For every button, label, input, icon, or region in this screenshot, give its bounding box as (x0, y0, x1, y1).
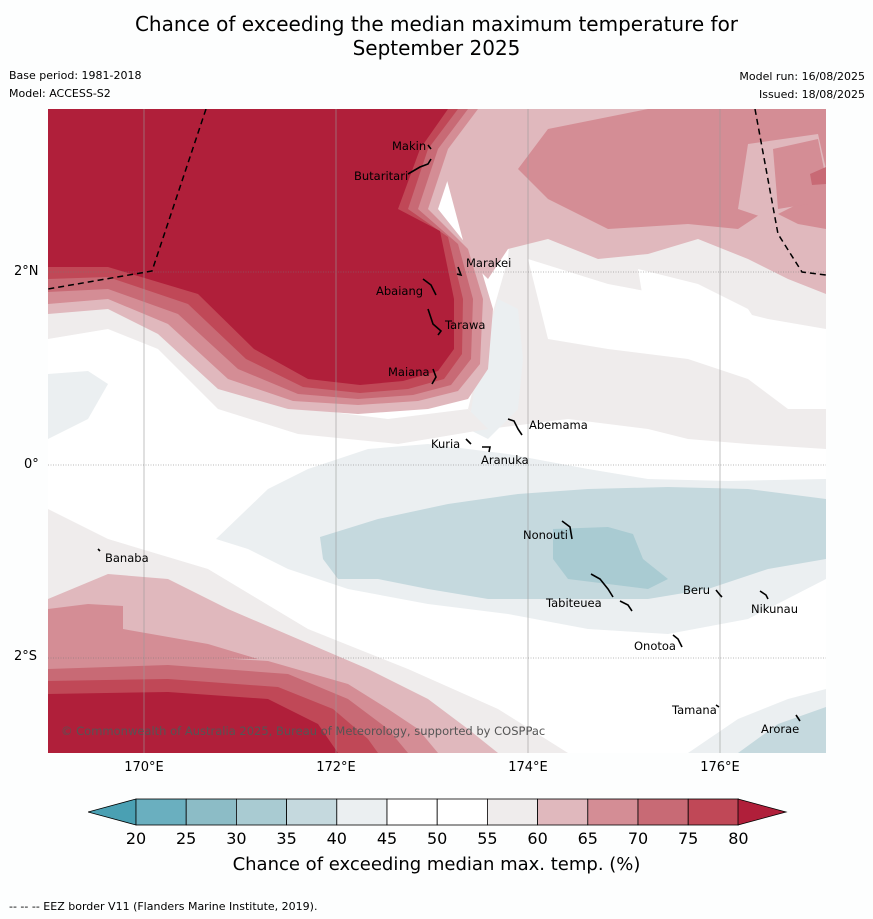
colorbar-cell (486, 798, 538, 826)
colorbar-cell (185, 798, 237, 826)
label-tamana: Tamana (671, 703, 717, 717)
copyright-credit: © Commonwealth of Australia 2025, Bureau… (61, 724, 545, 738)
colorbar-cells (135, 798, 739, 826)
contour-40-45-west (48, 371, 108, 439)
contour-40-45-tongue (468, 299, 523, 439)
label-nikunau: Nikunau (751, 602, 798, 616)
contour-65-70-southwest (48, 604, 258, 659)
lon-label-174e: 174°E (508, 760, 548, 775)
colorbar-tick-label: 35 (276, 829, 297, 848)
contour-80-plus-northwest (48, 109, 454, 385)
base-period: Base period: 1981-2018 (9, 69, 142, 82)
colorbar-cell (286, 798, 338, 826)
label-banaba: Banaba (105, 551, 149, 565)
colorbar-cell (135, 798, 187, 826)
map-canvas: Makin Butaritari Marakei Abaiang Tarawa … (48, 109, 826, 753)
eez-footnote: -- -- -- EEZ border V11 (Flanders Marine… (9, 900, 318, 913)
graticule (143, 109, 721, 753)
island-labels: Makin Butaritari Marakei Abaiang Tarawa … (105, 139, 799, 736)
label-maiana: Maiana (388, 365, 430, 379)
label-tarawa: Tarawa (444, 318, 485, 332)
colorbar (86, 798, 788, 832)
lon-label-176e: 176°E (700, 760, 740, 775)
model-name: Model: ACCESS-S2 (9, 87, 111, 100)
lon-label-170e: 170°E (124, 760, 164, 775)
colorbar-cell (687, 798, 739, 826)
colorbar-tick-label: 45 (376, 829, 398, 848)
colorbar-cell (587, 798, 639, 826)
label-nonouti: Nonouti (523, 528, 568, 542)
label-arorae: Arorae (761, 722, 799, 736)
colorbar-tick-label: 50 (427, 829, 448, 848)
colorbar-cell (235, 798, 287, 826)
colorbar-tick-label: 70 (627, 829, 649, 848)
label-butaritari: Butaritari (354, 169, 408, 183)
colorbar-label: Chance of exceeding median max. temp. (%… (232, 854, 641, 875)
issued-date: Issued: 18/08/2025 (758, 88, 865, 101)
label-makin: Makin (392, 139, 426, 153)
forecast-map: Makin Butaritari Marakei Abaiang Tarawa … (48, 109, 826, 753)
colorbar-tick-label: 40 (326, 829, 347, 848)
colorbar-tick-label: 75 (678, 829, 699, 848)
colorbar-tick-label: 25 (176, 829, 197, 848)
colorbar-tick-label: 60 (527, 829, 548, 848)
colorbar-tick-label: 55 (477, 829, 498, 848)
label-marakei: Marakei (466, 256, 511, 270)
contour-30-35-central (553, 527, 668, 589)
colorbar-tick-label: 30 (226, 829, 247, 848)
contour-80-plus-southwest (48, 692, 338, 753)
colorbar-tick-label: 20 (125, 829, 147, 848)
title-line-1: Chance of exceeding the median maximum t… (134, 12, 739, 36)
label-abemama: Abemama (529, 418, 588, 432)
label-beru: Beru (683, 583, 710, 597)
colorbar-cell (436, 798, 488, 826)
model-run: Model run: 16/08/2025 (739, 70, 865, 83)
label-abaiang: Abaiang (376, 284, 423, 298)
label-aranuka: Aranuka (481, 453, 529, 467)
colorbar-cell (637, 798, 689, 826)
eez-border (48, 109, 826, 290)
lon-label-172e: 172°E (316, 760, 356, 775)
label-tabiteuea: Tabiteuea (545, 596, 602, 610)
contour-35-40-southeast (738, 707, 826, 753)
colorbar-cell (336, 798, 388, 826)
map-title: Chance of exceeding the median maximum t… (0, 12, 873, 60)
island-shapes (97, 144, 801, 722)
colorbar-cell (386, 798, 438, 826)
colorbar-low-arrow (86, 798, 137, 826)
lat-label-equator: 0° (24, 457, 39, 472)
lat-label-2s: 2°S (14, 649, 38, 664)
lat-label-2n: 2°N (14, 264, 39, 279)
label-onotoa: Onotoa (634, 639, 676, 653)
title-line-2: September 2025 (352, 36, 521, 60)
colorbar-tick-label: 65 (577, 829, 598, 848)
colorbar-svg (86, 798, 788, 826)
colorbar-tick-label: 80 (728, 829, 749, 848)
colorbar-cell (537, 798, 589, 826)
colorbar-high-arrow (737, 798, 788, 826)
label-kuria: Kuria (431, 437, 460, 451)
